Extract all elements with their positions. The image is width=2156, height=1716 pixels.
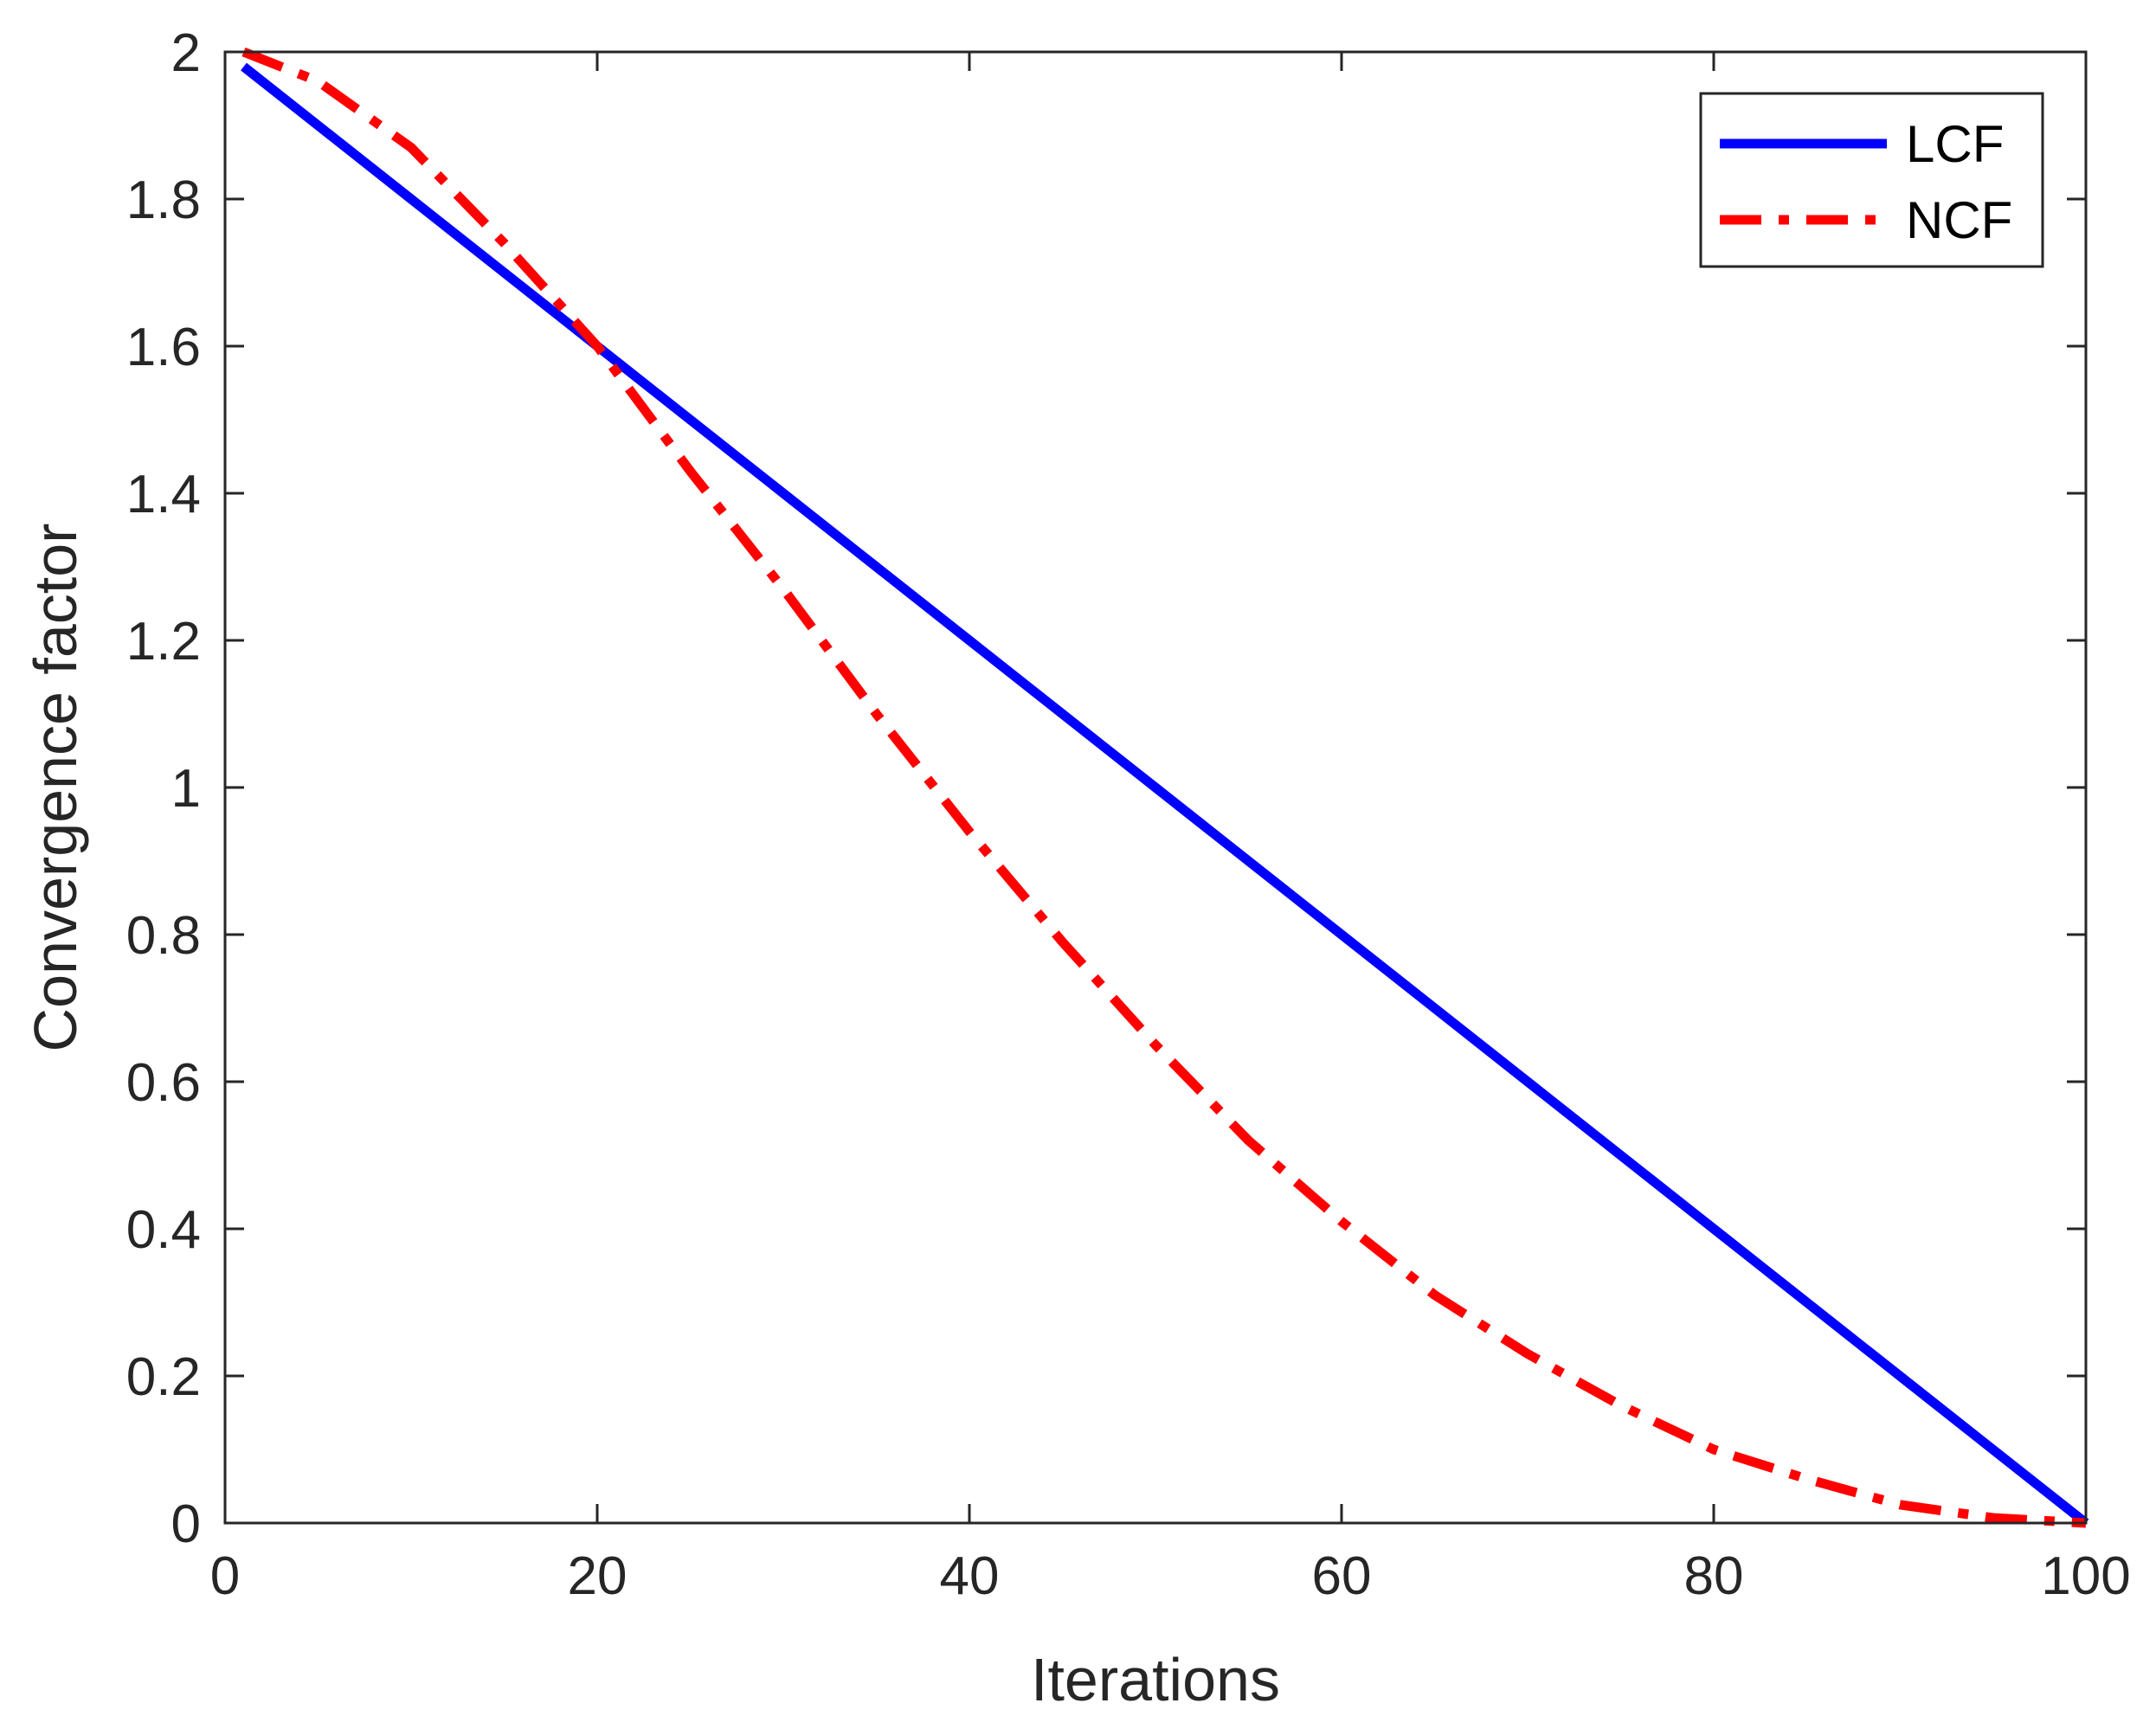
y-tick-label: 1.8	[126, 170, 201, 230]
series-line-lcf	[241, 62, 2089, 1527]
y-tick-label: 2	[171, 23, 201, 83]
y-tick-label: 1.2	[126, 612, 201, 672]
y-tick-label: 1.4	[126, 465, 201, 524]
series-line-ncf	[241, 47, 2087, 1528]
legend-box	[1699, 92, 2044, 268]
y-axis-title: Convergence factor	[22, 524, 89, 1052]
series-lines	[241, 47, 2089, 1528]
x-tick-label: 80	[1684, 1546, 1744, 1606]
x-tick-label: 20	[568, 1546, 627, 1606]
x-axis-title: Iterations	[1031, 1646, 1280, 1713]
y-tick-labels: 0 0.2 0.4 0.6 0.8 1 1.2 1.4 1.6 1.8 2	[126, 23, 201, 1554]
y-tick-label: 0	[171, 1494, 201, 1554]
legend-label-ncf: NCF	[1906, 191, 2012, 249]
legend: LCF NCF	[1699, 92, 2044, 268]
y-tick-label: 1.6	[126, 318, 201, 377]
y-tick-label: 0.8	[126, 906, 201, 966]
legend-label-lcf: LCF	[1906, 115, 2004, 173]
x-tick-labels: 0 20 40 60 80 100	[210, 1546, 2131, 1606]
y-tick-label: 0.2	[126, 1347, 201, 1407]
x-tick-label: 40	[940, 1546, 1000, 1606]
y-tick-label: 0.4	[126, 1200, 201, 1260]
x-tick-label: 100	[2041, 1546, 2130, 1606]
x-tick-label: 60	[1312, 1546, 1372, 1606]
y-tick-label: 1	[171, 759, 201, 819]
x-tick-label: 0	[210, 1546, 240, 1606]
axes	[223, 50, 2088, 1525]
y-tick-label: 0.6	[126, 1053, 201, 1113]
